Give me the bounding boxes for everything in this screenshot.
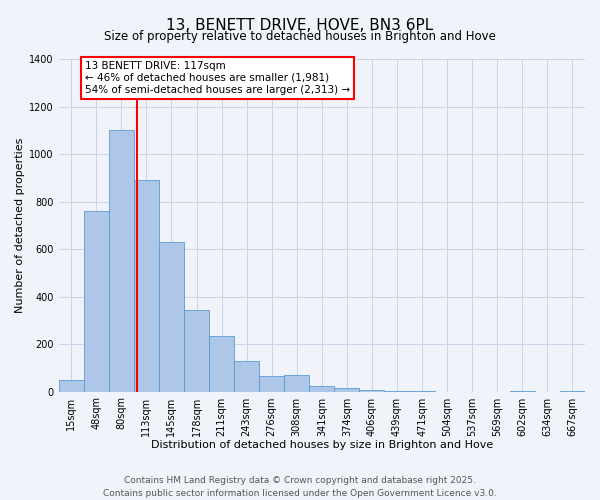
- Bar: [234, 360, 259, 392]
- Bar: [59, 380, 84, 392]
- Bar: [159, 242, 184, 392]
- Text: 13 BENETT DRIVE: 117sqm
← 46% of detached houses are smaller (1,981)
54% of semi: 13 BENETT DRIVE: 117sqm ← 46% of detache…: [85, 62, 350, 94]
- Bar: [259, 376, 284, 392]
- Text: Contains HM Land Registry data © Crown copyright and database right 2025.
Contai: Contains HM Land Registry data © Crown c…: [103, 476, 497, 498]
- Bar: [134, 180, 159, 392]
- Y-axis label: Number of detached properties: Number of detached properties: [15, 138, 25, 313]
- Bar: [109, 130, 134, 392]
- Bar: [359, 390, 385, 392]
- Bar: [309, 386, 334, 392]
- X-axis label: Distribution of detached houses by size in Brighton and Hove: Distribution of detached houses by size …: [151, 440, 493, 450]
- Bar: [284, 375, 309, 392]
- Text: 13, BENETT DRIVE, HOVE, BN3 6PL: 13, BENETT DRIVE, HOVE, BN3 6PL: [166, 18, 434, 32]
- Text: Size of property relative to detached houses in Brighton and Hove: Size of property relative to detached ho…: [104, 30, 496, 43]
- Bar: [334, 388, 359, 392]
- Bar: [184, 310, 209, 392]
- Bar: [209, 336, 234, 392]
- Bar: [84, 211, 109, 392]
